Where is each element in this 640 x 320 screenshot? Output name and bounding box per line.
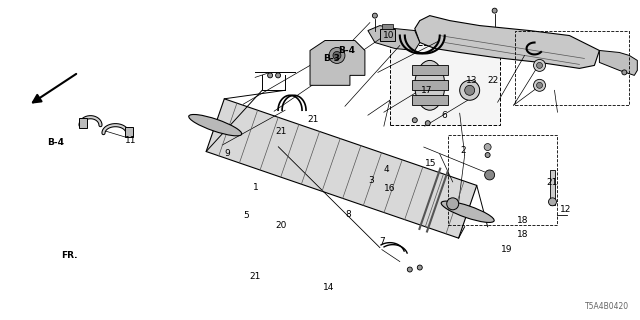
Bar (448, 135, 557, 225)
Circle shape (412, 118, 417, 123)
Text: 12: 12 (559, 205, 571, 214)
Text: 7: 7 (379, 237, 385, 246)
Text: 17: 17 (421, 86, 433, 95)
Text: 1: 1 (253, 183, 259, 192)
Circle shape (622, 70, 627, 75)
Text: B-3: B-3 (323, 53, 340, 62)
Text: 21: 21 (547, 178, 558, 187)
Bar (382, 24, 393, 28)
Bar (412, 80, 448, 90)
Circle shape (548, 198, 557, 206)
Text: T5A4B0420: T5A4B0420 (585, 302, 629, 311)
Ellipse shape (189, 115, 242, 136)
Circle shape (492, 8, 497, 13)
Text: 18: 18 (516, 230, 528, 239)
Polygon shape (310, 41, 365, 85)
Circle shape (425, 121, 430, 126)
Text: 13: 13 (466, 76, 477, 85)
Circle shape (536, 62, 543, 68)
Circle shape (465, 85, 475, 95)
Polygon shape (600, 51, 637, 76)
Text: 2: 2 (461, 146, 466, 155)
Bar (412, 95, 448, 105)
Polygon shape (368, 26, 420, 51)
Text: 16: 16 (384, 184, 396, 193)
Circle shape (534, 60, 545, 71)
Text: 4: 4 (384, 165, 390, 174)
Circle shape (407, 267, 412, 272)
Text: 3: 3 (368, 176, 374, 185)
Text: 19: 19 (500, 245, 512, 254)
Text: 21: 21 (275, 127, 287, 136)
Bar (550, 170, 556, 205)
Bar (515, 31, 629, 105)
Circle shape (484, 170, 495, 180)
Circle shape (268, 73, 273, 78)
Bar (390, 45, 500, 125)
Bar (380, 28, 395, 41)
Circle shape (534, 79, 545, 91)
Text: B-4: B-4 (47, 138, 63, 147)
Circle shape (329, 47, 345, 63)
Text: 20: 20 (275, 221, 287, 230)
Bar (412, 65, 448, 76)
Text: FR.: FR. (61, 251, 78, 260)
Circle shape (372, 13, 378, 18)
Text: B-4: B-4 (338, 45, 355, 55)
Bar (79, 118, 86, 128)
Circle shape (484, 144, 491, 150)
Polygon shape (415, 16, 600, 68)
Text: 14: 14 (323, 283, 335, 292)
Circle shape (460, 80, 479, 100)
Text: 18: 18 (516, 216, 528, 225)
Text: 6: 6 (442, 111, 447, 120)
Circle shape (447, 198, 459, 210)
Circle shape (417, 265, 422, 270)
Text: 9: 9 (224, 149, 230, 158)
Text: 21: 21 (250, 272, 261, 281)
Text: 21: 21 (307, 115, 319, 124)
Circle shape (333, 52, 341, 60)
Ellipse shape (415, 60, 445, 110)
Text: 15: 15 (426, 159, 437, 168)
Text: 8: 8 (346, 210, 351, 219)
Text: 11: 11 (125, 136, 137, 145)
Circle shape (485, 153, 490, 157)
Circle shape (536, 82, 543, 88)
Text: 10: 10 (383, 31, 394, 40)
Ellipse shape (441, 201, 494, 222)
Text: 5: 5 (243, 211, 249, 220)
Polygon shape (206, 99, 477, 238)
Bar (125, 127, 133, 137)
Circle shape (276, 73, 280, 78)
Text: 22: 22 (487, 76, 499, 85)
